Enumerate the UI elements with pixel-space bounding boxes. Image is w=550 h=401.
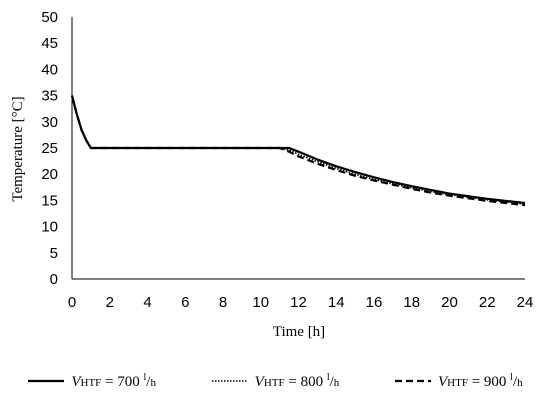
x-tick-label: 12 — [290, 294, 307, 311]
legend-item-2: VHTF = 800 l/h — [211, 371, 340, 391]
legend-item-3: VHTF = 900 l/h — [394, 372, 523, 391]
x-tick-label: 10 — [252, 294, 269, 311]
axes — [71, 17, 525, 280]
legend-swatch — [28, 379, 65, 383]
x-tick-label: 20 — [441, 294, 458, 311]
x-tick-label: 2 — [106, 294, 114, 311]
x-axis-title: Time [h] — [273, 324, 325, 340]
legend-label: VHTF = 800 l/h — [254, 371, 340, 390]
x-tick-label: 24 — [517, 294, 534, 311]
y-tick-label: 25 — [41, 140, 58, 157]
line-chart: 0 2 4 6 8 10 12 14 16 18 20 22 24 051015202530354045… — [10, 9, 534, 340]
y-tick-label: 50 — [41, 9, 58, 26]
y-tick-label: 15 — [41, 192, 58, 209]
series-line-3 — [70, 95, 526, 207]
y-axis-title: Temperature [°C] — [10, 96, 26, 201]
y-tick-label: 45 — [41, 35, 58, 52]
legend: VHTF = 700 l/h VHTF = 800 l/h VHTF = 900 l… — [0, 366, 550, 396]
y-tick-label: 30 — [41, 114, 58, 131]
legend-item-1: VHTF = 700 l/h — [27, 372, 156, 391]
legend-swatch — [211, 380, 248, 382]
x-tick-label: 14 — [328, 294, 345, 311]
x-tick-label: 18 — [403, 294, 420, 311]
y-tick-label: 5 — [50, 245, 58, 262]
legend-label: VHTF = 700 l/h — [71, 371, 156, 390]
x-tick-label: 0 — [68, 294, 76, 311]
series-line-2 — [71, 95, 526, 205]
legend-label: VHTF = 900 l/h — [438, 371, 523, 390]
x-tick-label: 22 — [479, 294, 496, 311]
series-lines — [70, 95, 526, 207]
x-tick-label: 6 — [181, 294, 189, 311]
x-tick-label: 8 — [219, 294, 227, 311]
x-tick-labels: 0 2 4 6 8 10 12 14 16 18 20 22 24 — [68, 294, 534, 311]
series-line-1 — [70, 95, 526, 205]
y-tick-label: 40 — [41, 61, 58, 78]
legend-swatch — [395, 379, 431, 383]
y-tick-label: 35 — [41, 88, 58, 105]
y-tick-label: 20 — [41, 166, 58, 183]
x-tick-label: 16 — [366, 294, 383, 311]
x-tick-label: 4 — [143, 294, 151, 311]
y-tick-labels: 0 5 10 15 20 25 30 35 40 45 50 — [41, 9, 58, 288]
y-tick-label: 10 — [41, 219, 58, 236]
y-tick-label: 0 — [50, 271, 58, 288]
